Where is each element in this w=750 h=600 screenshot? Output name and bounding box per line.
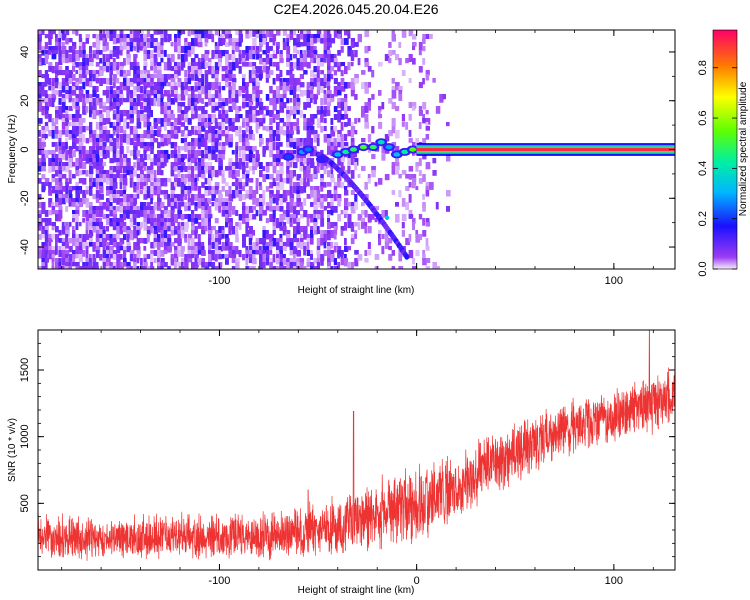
doppler-branch-mark <box>384 215 390 220</box>
head-echo-mark <box>369 144 377 150</box>
spectrogram-panel: -100 100 -40 -20 0 20 40 Height of straight li… <box>7 29 676 296</box>
x-tick-label: 100 <box>605 275 623 287</box>
head-echo-mark <box>285 154 292 159</box>
head-echo-mark <box>393 152 401 157</box>
head-echo-mark <box>342 149 350 155</box>
snr-ticks: -100 0 100 500 1000 1500 <box>19 329 675 587</box>
y-tick-label: 500 <box>19 494 31 512</box>
spectrogram-heatmap <box>38 30 675 269</box>
head-echo-mark <box>350 147 357 152</box>
snr-series-line <box>38 330 675 561</box>
x-tick-label: -100 <box>208 275 230 287</box>
head-echo-mark <box>401 149 409 155</box>
snr-xlabel: Height of straight line (km) <box>298 585 415 596</box>
y-tick-label: 1500 <box>19 358 31 382</box>
colorbar-tick-label: 0.8 <box>697 60 709 75</box>
colorbar: 0.0 0.2 0.4 0.6 0.8 Normalized spectral ampl… <box>697 29 749 277</box>
spectrogram-ticks: -100 100 -40 -20 0 20 40 <box>19 30 675 287</box>
head-echo-mark <box>385 144 393 150</box>
y-tick-label: -20 <box>19 190 31 206</box>
x-tick-label: 0 <box>414 575 420 587</box>
y-tick-label: 20 <box>19 95 31 107</box>
carrier-band <box>416 147 675 152</box>
head-echo-mark <box>334 152 342 157</box>
head-echo-mark <box>318 157 326 162</box>
y-tick-label: 40 <box>19 46 31 58</box>
head-echo-mark <box>304 147 312 152</box>
snr-ylabel: SNR (10 * v/v) <box>7 418 18 482</box>
chart-title: C2E4.2026.045.20.04.E26 <box>273 1 438 17</box>
x-tick-label: -100 <box>208 575 230 587</box>
colorbar-tick-label: 0.4 <box>697 161 709 176</box>
colorbar-tick-label: 0.0 <box>697 261 709 276</box>
colorbar-label: Normalized spectral amplitude <box>738 81 749 216</box>
spectrogram-ylabel: Frequency (Hz) <box>7 115 18 184</box>
colorbar-tick-label: 0.6 <box>697 110 709 125</box>
head-echo-mark <box>359 144 367 150</box>
snr-panel: -100 0 100 500 1000 1500 Height of straight l… <box>7 329 676 596</box>
y-tick-label: -40 <box>19 239 31 255</box>
x-tick-label: 100 <box>605 575 623 587</box>
colorbar-tick-label: 0.2 <box>697 211 709 226</box>
head-echo-mark <box>377 140 385 145</box>
head-echo-mark <box>409 147 417 152</box>
colorbar-ticks: 0.0 0.2 0.4 0.6 0.8 <box>697 60 737 277</box>
spectrogram-xlabel: Height of straight line (km) <box>298 285 415 296</box>
doppler-branch-mark <box>404 253 410 260</box>
y-tick-label: 0 <box>19 146 31 152</box>
colorbar-gradient <box>712 29 738 270</box>
y-tick-label: 1000 <box>19 424 31 448</box>
